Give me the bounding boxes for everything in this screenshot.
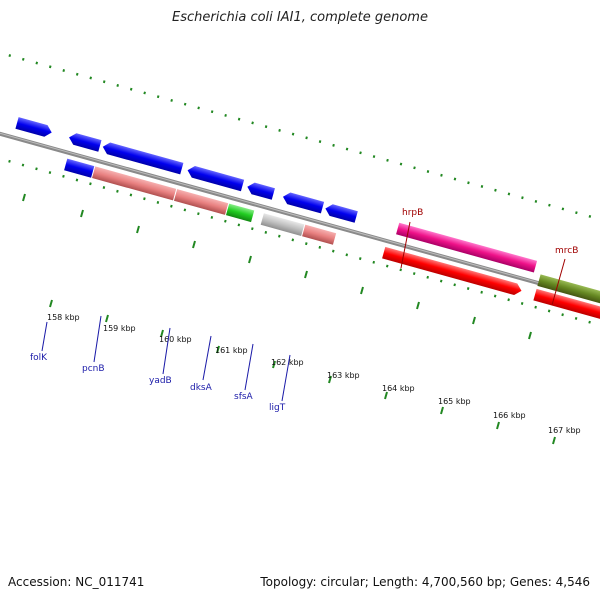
- gene-block[interactable]: [260, 213, 305, 236]
- hrpB-gene[interactable]: [396, 222, 538, 273]
- gene-block[interactable]: [225, 203, 255, 223]
- tick-labels: 158 kbp 159 kbp 160 kbp 161 kbp 162 kbp …: [47, 313, 581, 435]
- inner-tick-ring: [0, 148, 600, 355]
- gene-arrow[interactable]: [324, 203, 358, 223]
- map-title: Escherichia coli IAI1, complete genome: [172, 10, 428, 25]
- gene-label-ligT: ligT: [269, 403, 286, 413]
- label-leaders: [41, 221, 566, 402]
- tick-label: 160 kbp: [159, 335, 192, 344]
- major-ticks: [22, 193, 556, 445]
- gene-arrow[interactable]: [101, 141, 184, 175]
- tick-label: 163 kbp: [327, 371, 360, 380]
- rna-feature[interactable]: [92, 166, 177, 201]
- gene-arrow[interactable]: [246, 181, 275, 200]
- tick-label: 167 kbp: [548, 426, 581, 435]
- gene-label-hrpB: hrpB: [402, 208, 423, 218]
- gene-label-folK: folK: [30, 353, 48, 363]
- gene-label-mrcB: mrcB: [555, 246, 578, 256]
- accession-label: Accession: NC_011741: [8, 575, 145, 589]
- gene-labels: folK pcnB yadB dksA sfsA ligT hrpB mrcB: [30, 208, 578, 413]
- rna-feature[interactable]: [302, 224, 337, 245]
- outer-tick-ring: [0, 50, 600, 256]
- tick-label: 166 kbp: [493, 411, 526, 420]
- gene-arrow[interactable]: [281, 191, 325, 214]
- gene-arrow[interactable]: [186, 164, 245, 192]
- tick-label: 159 kbp: [103, 324, 136, 333]
- tick-label: 162 kbp: [271, 358, 304, 367]
- rna-feature[interactable]: [173, 189, 229, 215]
- genome-summary: Topology: circular; Length: 4,700,560 bp…: [260, 575, 590, 589]
- mrcB-gene[interactable]: [533, 288, 600, 341]
- tick-label: 165 kbp: [438, 397, 471, 406]
- gene-label-dksA: dksA: [190, 383, 213, 393]
- gene-label-pcnB: pcnB: [82, 364, 105, 374]
- forward-strand: [15, 117, 538, 273]
- tick-label: 161 kbp: [215, 346, 248, 355]
- reverse-strand: [64, 158, 600, 341]
- tick-label: 164 kbp: [382, 384, 415, 393]
- gene-label-yadB: yadB: [149, 376, 172, 386]
- tick-label: 158 kbp: [47, 313, 80, 322]
- gene-arrow[interactable]: [15, 117, 53, 138]
- gene-arrow-reverse[interactable]: [382, 246, 523, 297]
- gene-arrow[interactable]: [67, 132, 102, 152]
- gene-block[interactable]: [64, 158, 95, 178]
- mrcB-olive-feature[interactable]: [537, 274, 600, 327]
- gene-label-sfsA: sfsA: [234, 392, 254, 402]
